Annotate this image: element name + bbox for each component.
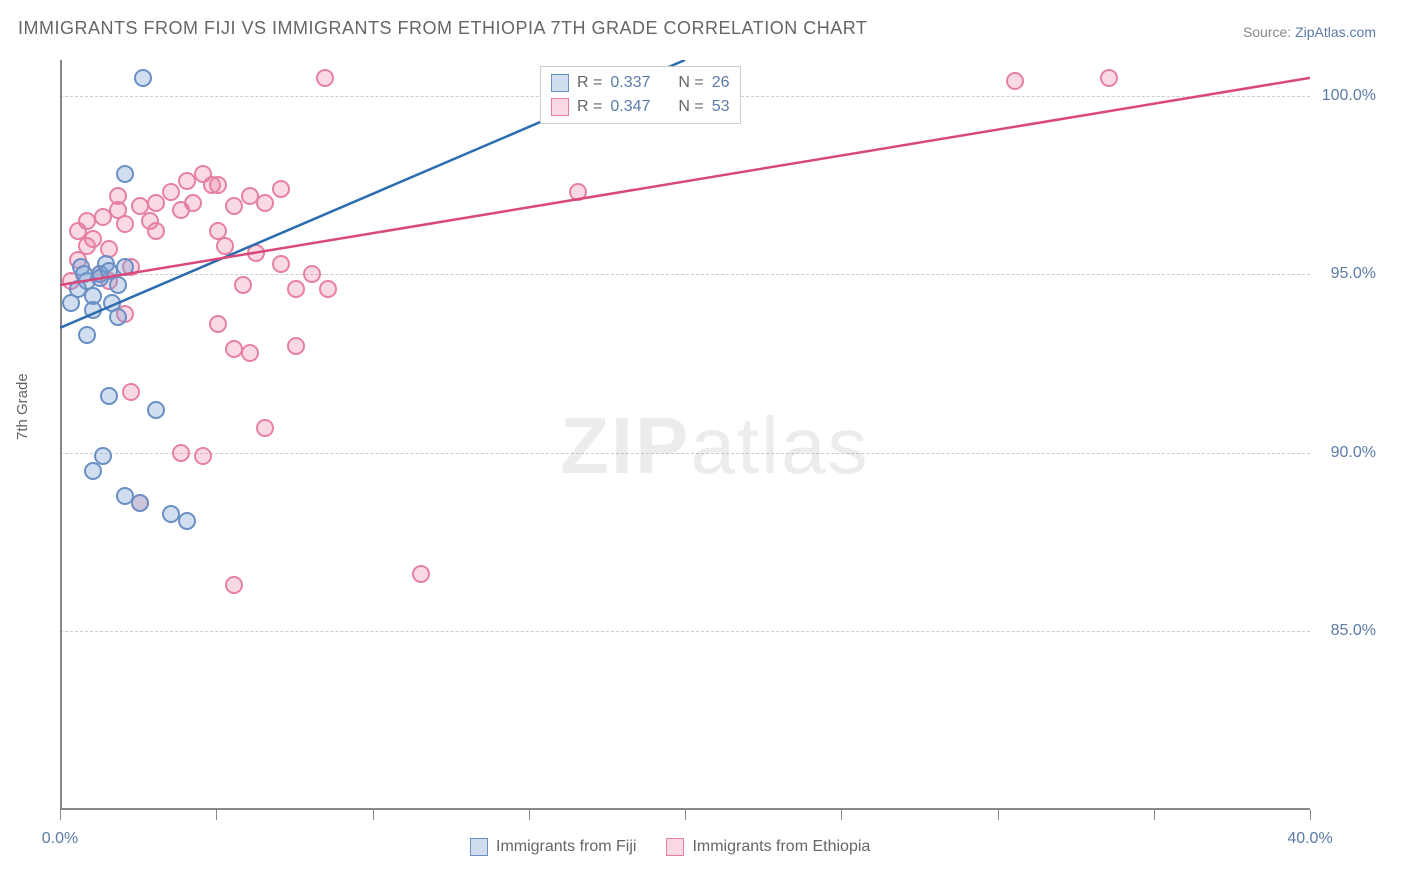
scatter-point [109, 308, 127, 326]
scatter-point [209, 315, 227, 333]
scatter-point [272, 255, 290, 273]
scatter-point [84, 230, 102, 248]
scatter-point [78, 326, 96, 344]
scatter-point [147, 401, 165, 419]
x-tick [1310, 810, 1311, 820]
scatter-point [75, 265, 93, 283]
square-icon [551, 74, 569, 92]
legend-N-label: N = [678, 98, 703, 116]
scatter-point [131, 494, 149, 512]
x-tick [685, 810, 686, 820]
scatter-point [241, 344, 259, 362]
source-link[interactable]: ZipAtlas.com [1295, 24, 1376, 40]
legend-row-ethiopia: R = 0.347 N = 53 [551, 95, 730, 119]
scatter-point [287, 337, 305, 355]
y-axis-label: 7th Grade [14, 373, 31, 440]
x-tick [1154, 810, 1155, 820]
scatter-point [319, 280, 337, 298]
x-tick [998, 810, 999, 820]
series-legend: Immigrants from Fiji Immigrants from Eth… [470, 838, 870, 856]
scatter-point [234, 276, 252, 294]
legend-R-label: R = [577, 98, 602, 116]
scatter-point [134, 69, 152, 87]
x-tick-label: 0.0% [42, 830, 78, 848]
scatter-point [100, 387, 118, 405]
scatter-point [116, 215, 134, 233]
scatter-point [272, 180, 290, 198]
plot-area [60, 60, 1310, 810]
scatter-point [194, 447, 212, 465]
chart-title: IMMIGRANTS FROM FIJI VS IMMIGRANTS FROM … [18, 18, 867, 39]
legend-label-fiji: Immigrants from Fiji [496, 838, 636, 856]
scatter-point [172, 444, 190, 462]
scatter-point [178, 512, 196, 530]
legend-R-value: 0.347 [610, 98, 650, 116]
scatter-point [412, 565, 430, 583]
scatter-point [147, 194, 165, 212]
scatter-point [162, 183, 180, 201]
legend-R-label: R = [577, 74, 602, 92]
y-tick-label: 90.0% [1331, 444, 1376, 462]
scatter-point [1100, 69, 1118, 87]
scatter-point [316, 69, 334, 87]
scatter-point [116, 165, 134, 183]
scatter-point [109, 276, 127, 294]
scatter-point [247, 244, 265, 262]
legend-label-ethiopia: Immigrants from Ethiopia [692, 838, 870, 856]
scatter-point [216, 237, 234, 255]
legend-N-value: 26 [712, 74, 730, 92]
scatter-point [287, 280, 305, 298]
scatter-point [184, 194, 202, 212]
correlation-legend: R = 0.337 N = 26 R = 0.347 N = 53 [540, 66, 741, 124]
scatter-point [225, 576, 243, 594]
x-tick [373, 810, 374, 820]
square-icon [470, 838, 488, 856]
x-tick [60, 810, 61, 820]
scatter-point [256, 194, 274, 212]
scatter-point [116, 258, 134, 276]
x-tick [529, 810, 530, 820]
scatter-point [225, 197, 243, 215]
scatter-point [147, 222, 165, 240]
scatter-point [209, 176, 227, 194]
y-tick-label: 100.0% [1322, 87, 1376, 105]
source-attribution: Source: ZipAtlas.com [1243, 24, 1376, 40]
scatter-point [122, 383, 140, 401]
square-icon [551, 98, 569, 116]
source-label: Source: [1243, 24, 1295, 40]
legend-N-value: 53 [712, 98, 730, 116]
scatter-point [84, 301, 102, 319]
legend-N-label: N = [678, 74, 703, 92]
square-icon [666, 838, 684, 856]
scatter-point [1006, 72, 1024, 90]
scatter-point [94, 447, 112, 465]
x-tick [216, 810, 217, 820]
x-tick [841, 810, 842, 820]
legend-row-fiji: R = 0.337 N = 26 [551, 71, 730, 95]
legend-R-value: 0.337 [610, 74, 650, 92]
legend-item-fiji: Immigrants from Fiji [470, 838, 636, 856]
scatter-point [256, 419, 274, 437]
y-tick-label: 95.0% [1331, 265, 1376, 283]
scatter-point [303, 265, 321, 283]
scatter-point [569, 183, 587, 201]
legend-item-ethiopia: Immigrants from Ethiopia [666, 838, 870, 856]
y-tick-label: 85.0% [1331, 622, 1376, 640]
scatter-point [109, 187, 127, 205]
x-tick-label: 40.0% [1287, 830, 1332, 848]
